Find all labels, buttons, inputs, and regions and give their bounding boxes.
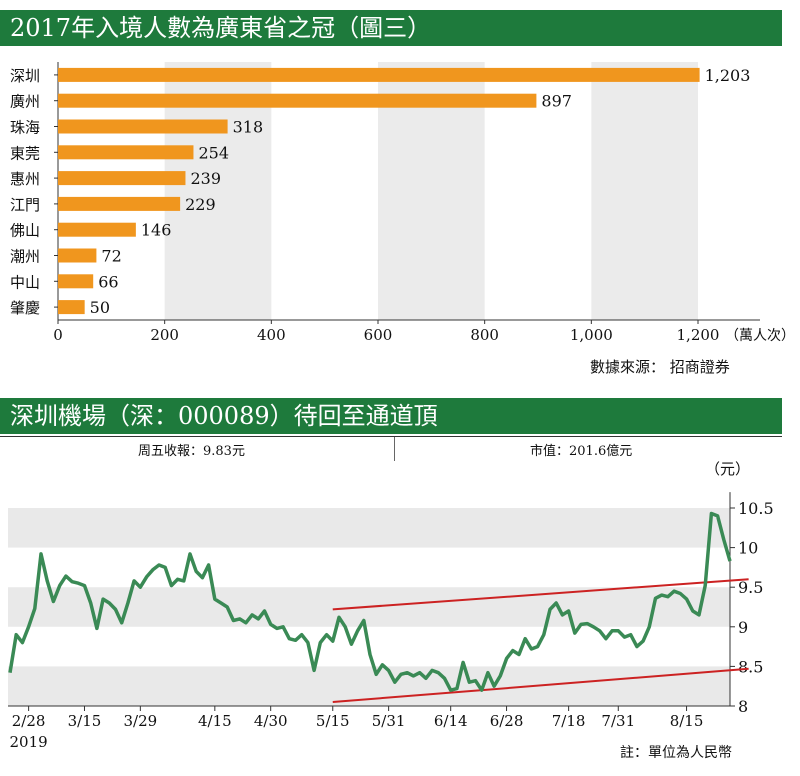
category-label: 惠州 xyxy=(10,170,40,188)
bar xyxy=(58,171,186,186)
y-tick-label: 10.5 xyxy=(738,499,774,518)
value-label: 72 xyxy=(101,247,121,266)
y-tick-label: 9.5 xyxy=(738,578,763,597)
grid-band xyxy=(8,666,730,706)
x-tick-label: 1,200 xyxy=(677,326,720,344)
value-label: 229 xyxy=(185,195,216,214)
value-label: 318 xyxy=(233,118,264,137)
value-label: 254 xyxy=(198,143,229,162)
x-tick-label: 600 xyxy=(364,326,393,344)
grid-band xyxy=(591,62,698,320)
value-label: 1,203 xyxy=(705,66,751,85)
category-label: 肇慶 xyxy=(10,299,40,317)
value-label: 66 xyxy=(98,272,118,291)
info-close-price: 周五收報：9.83元 xyxy=(138,444,245,459)
year-label: 2019 xyxy=(10,733,48,751)
bar xyxy=(58,274,94,289)
x-tick-label: 5/15 xyxy=(316,712,350,730)
x-tick-label: 4/15 xyxy=(198,712,232,730)
price-series-line xyxy=(8,511,732,692)
info-divider xyxy=(394,437,395,461)
bar xyxy=(58,119,228,134)
channel-line xyxy=(332,578,749,611)
y-unit-label: （元） xyxy=(705,460,750,478)
data-source: 數據來源： 招商證券 xyxy=(590,358,730,376)
bar xyxy=(58,248,97,263)
bar xyxy=(58,196,181,211)
bar xyxy=(58,222,136,237)
value-label: 146 xyxy=(141,221,172,240)
y-tick-label: 10 xyxy=(738,539,758,558)
category-label: 潮州 xyxy=(10,248,40,266)
x-tick-label: 2/28 xyxy=(12,712,46,730)
bar xyxy=(58,67,700,82)
x-tick-label: 7/18 xyxy=(552,712,586,730)
category-label: 廣州 xyxy=(10,93,40,111)
info-market-cap: 市值：201.6億元 xyxy=(530,444,633,459)
unit-note: 註：單位為人民幣 xyxy=(620,745,732,761)
x-tick-label: 4/30 xyxy=(254,712,288,730)
bar-chart-title: 2017年入境人數為廣東省之冠（圖三） xyxy=(0,10,782,46)
x-tick-label: 800 xyxy=(470,326,499,344)
x-tick-label: 1,000 xyxy=(570,326,613,344)
x-tick-label: 3/29 xyxy=(124,712,158,730)
x-tick-label: 5/31 xyxy=(372,712,406,730)
bar xyxy=(58,145,194,160)
x-tick-label: 400 xyxy=(257,326,286,344)
category-label: 深圳 xyxy=(10,67,40,85)
category-label: 佛山 xyxy=(10,222,40,240)
y-tick-label: 8 xyxy=(738,697,748,716)
value-label: 239 xyxy=(190,169,221,188)
info-rule xyxy=(0,436,782,437)
x-unit-label: （萬人次） xyxy=(725,328,795,344)
x-tick-label: 7/31 xyxy=(601,712,635,730)
bar xyxy=(58,93,537,108)
x-tick-label: 0 xyxy=(53,326,63,344)
value-label: 897 xyxy=(541,92,572,111)
category-label: 珠海 xyxy=(10,119,40,137)
bar-chart: 0 200 400 600 800 1,000 1,200 （萬人次） 深圳 1,203 廣州 897… xyxy=(10,62,795,344)
value-label: 50 xyxy=(90,298,110,317)
x-tick-label: 200 xyxy=(150,326,179,344)
category-label: 中山 xyxy=(10,273,40,291)
x-tick-label: 3/15 xyxy=(68,712,102,730)
category-label: 江門 xyxy=(10,196,40,214)
x-tick-label: 6/14 xyxy=(434,712,468,730)
line-chart-title: 深圳機場（深：000089）待回至通道頂 xyxy=(0,398,782,434)
x-tick-label: 6/28 xyxy=(490,712,524,730)
y-tick-label: 8.5 xyxy=(738,657,763,676)
x-tick-label: 8/15 xyxy=(670,712,704,730)
y-tick-label: 9 xyxy=(738,618,748,637)
grid-band xyxy=(8,587,730,627)
category-label: 東莞 xyxy=(10,144,40,162)
grid-band xyxy=(8,508,730,548)
bar xyxy=(58,300,85,315)
channel-line xyxy=(332,667,749,704)
